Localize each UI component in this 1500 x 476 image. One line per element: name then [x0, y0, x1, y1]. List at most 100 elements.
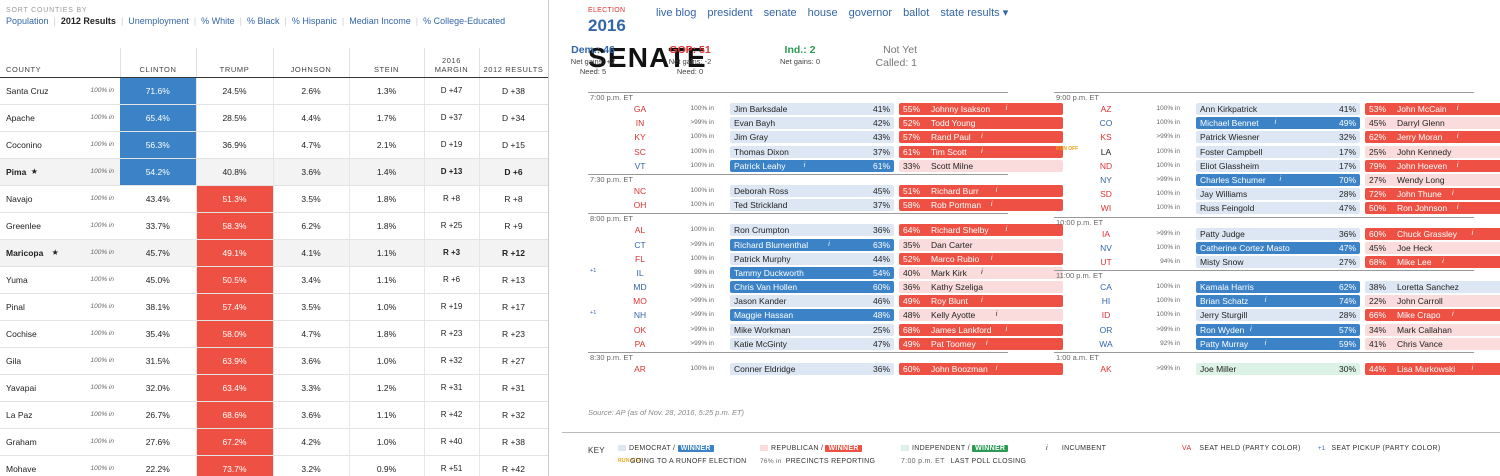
race-row[interactable]: WA 92% in Patty Murray i 59% Chris Vance 41% [1054, 337, 1500, 351]
col-header-2012-results[interactable]: 2012 RESULTS [479, 48, 548, 78]
sort-option[interactable]: % College-Educated [423, 16, 506, 26]
candidate-box[interactable]: Chris Vance 41% [1365, 337, 1500, 350]
candidate-box[interactable]: Darryl Glenn 45% [1365, 117, 1500, 130]
state-abbr[interactable]: IN [635, 118, 645, 129]
candidate-box[interactable]: Pat Toomey i 49% [899, 337, 1063, 350]
candidate-box[interactable]: Mike Workman 25% [730, 323, 894, 336]
race-row[interactable]: GA 100% in Jim Barksdale 41% Johnny Isakson i… [588, 102, 1063, 116]
candidate-box[interactable]: Rob Portman i 58% [899, 199, 1063, 212]
state-abbr[interactable]: AK [1100, 364, 1112, 374]
race-row[interactable]: AR 100% in Conner Eldridge 36% John Boozman i… [588, 362, 1063, 376]
candidate-box[interactable]: Chris Van Hollen 60% [730, 281, 894, 294]
state-abbr[interactable]: KY [634, 132, 646, 143]
sort-option[interactable]: 2012 Results [60, 16, 116, 26]
candidate-box[interactable]: Marco Rubio i 52% [899, 252, 1063, 265]
candidate-box[interactable]: Ann Kirkpatrick 41% [1196, 103, 1360, 115]
race-row[interactable]: KS >99% in Patrick Wiesner 32% Jerry Moran i 6… [1054, 130, 1500, 144]
sort-option[interactable]: % White [201, 16, 235, 26]
state-abbr[interactable]: AZ [1100, 104, 1112, 114]
candidate-box[interactable]: Foster Campbell 17% [1196, 145, 1360, 158]
state-abbr[interactable]: IA [1101, 228, 1111, 239]
table-row[interactable]: Gila 100% in 31.5% 63.9% 3.6% 1.0% R +32 R +27 [0, 347, 548, 375]
state-abbr[interactable]: AR [634, 364, 646, 374]
state-abbr[interactable]: SD [1100, 189, 1112, 200]
table-row[interactable]: Pinal 100% in 38.1% 57.4% 3.5% 1.0% R +19 R +17 [0, 293, 548, 321]
candidate-box[interactable]: Joe Miller 30% [1196, 363, 1360, 375]
col-header-trump[interactable]: TRUMP [196, 48, 274, 78]
race-row[interactable]: IN >99% in Evan Bayh 42% Todd Young 52% [588, 116, 1063, 130]
table-row[interactable]: Santa Cruz 100% in 71.6% 24.5% 2.6% 1.3% D +47… [0, 77, 548, 105]
state-abbr[interactable]: OR [1099, 324, 1113, 335]
candidate-box[interactable]: Patrick Leahy i 61% [730, 159, 894, 172]
candidate-box[interactable]: Catherine Cortez Masto 47% [1196, 241, 1360, 254]
table-row[interactable]: Apache 100% in 65.4% 28.5% 4.4% 1.7% D +37 D +3… [0, 104, 548, 132]
candidate-box[interactable]: Mike Lee i 68% [1365, 255, 1500, 268]
table-row[interactable]: Navajo 100% in 43.4% 51.3% 3.5% 1.8% R +8 R +8 [0, 185, 548, 213]
state-abbr[interactable]: MD [633, 282, 647, 293]
race-row[interactable]: AK >99% in Joe Miller 30% Lisa Murkowski i 44% [1054, 362, 1500, 376]
race-row[interactable]: CT >99% in Richard Blumenthal i 63% Dan Carte… [588, 238, 1063, 252]
nav-link[interactable]: senate [763, 7, 797, 19]
col-header-county[interactable]: COUNTY [0, 48, 121, 78]
state-abbr[interactable]: CO [1099, 118, 1113, 129]
table-row[interactable]: La Paz 100% in 26.7% 68.6% 3.6% 1.1% R +42 R +3… [0, 401, 548, 429]
state-abbr[interactable]: FL [635, 253, 645, 264]
candidate-box[interactable]: James Lankford i 68% [899, 323, 1063, 336]
table-row[interactable]: Maricopa ★ 100% in 45.7% 49.1% 4.1% 1.1% R +3 R … [0, 239, 548, 267]
candidate-box[interactable]: John Kennedy 25% [1365, 145, 1500, 158]
state-abbr[interactable]: CA [1100, 282, 1112, 293]
candidate-box[interactable]: Todd Young 52% [899, 117, 1063, 130]
candidate-box[interactable]: Conner Eldridge 36% [730, 363, 894, 375]
candidate-box[interactable]: Ron Wyden i 57% [1196, 323, 1360, 336]
candidate-box[interactable]: Chuck Grassley i 60% [1365, 227, 1500, 240]
race-row[interactable]: KY 100% in Jim Gray 43% Rand Paul i 57% [588, 130, 1063, 144]
candidate-box[interactable]: Jason Kander 46% [730, 295, 894, 308]
table-row[interactable]: Mohave 100% in 22.2% 73.7% 3.2% 0.9% R +51 R +4… [0, 455, 548, 476]
nav-link[interactable]: house [807, 7, 838, 19]
race-row[interactable]: WI 100% in Russ Feingold 47% Ron Johnson i 50% [1054, 201, 1500, 215]
nav-link[interactable]: ballot [903, 7, 930, 19]
candidate-box[interactable]: Brian Schatz i 74% [1196, 295, 1360, 308]
candidate-box[interactable]: Jay Williams 28% [1196, 188, 1360, 201]
state-abbr[interactable]: OK [633, 324, 647, 335]
candidate-box[interactable]: Johnny Isakson i 55% [899, 103, 1063, 115]
sort-option[interactable]: Unemployment [128, 16, 189, 26]
race-row[interactable]: ID 100% in Jerry Sturgill 28% Mike Crapo i 66% [1054, 308, 1500, 322]
candidate-box[interactable]: Deborah Ross 45% [730, 184, 894, 197]
candidate-box[interactable]: Rand Paul i 57% [899, 131, 1063, 144]
state-abbr[interactable]: WA [1099, 338, 1113, 349]
state-abbr[interactable]: LA [1100, 146, 1112, 157]
race-row[interactable]: SC 100% in Thomas Dixon 37% Tim Scott i 61% [588, 145, 1063, 159]
table-row[interactable]: Coconino 100% in 56.3% 36.9% 4.7% 2.1% D +19 D … [0, 131, 548, 159]
candidate-box[interactable]: John Boozman i 60% [899, 363, 1063, 375]
candidate-box[interactable]: Scott Milne 33% [899, 159, 1063, 172]
table-row[interactable]: Cochise 100% in 35.4% 58.0% 4.7% 1.8% R +23 R +… [0, 320, 548, 348]
candidate-box[interactable]: Jim Barksdale 41% [730, 103, 894, 115]
candidate-box[interactable]: Jim Gray 43% [730, 131, 894, 144]
candidate-box[interactable]: Kamala Harris 62% [1196, 281, 1360, 294]
state-abbr[interactable]: ND [1099, 160, 1113, 171]
candidate-box[interactable]: Charles Schumer i 70% [1196, 173, 1360, 186]
col-header-clinton[interactable]: CLINTON [120, 48, 197, 78]
race-row[interactable]: IA >99% in Patty Judge 36% Chuck Grassley i 60… [1054, 227, 1500, 241]
candidate-box[interactable]: Ron Johnson i 50% [1365, 202, 1500, 215]
race-row[interactable]: CO 100% in Michael Bennet i 49% Darryl Glenn 4… [1054, 116, 1500, 130]
state-abbr[interactable]: GA [633, 104, 647, 114]
nav-link[interactable]: state results ▾ [940, 7, 1009, 19]
nav-link[interactable]: live blog [656, 7, 697, 19]
race-row[interactable]: OK >99% in Mike Workman 25% James Lankford i 6… [588, 323, 1063, 337]
race-row[interactable]: SD 100% in Jay Williams 28% John Thune i 72% [1054, 187, 1500, 201]
table-row[interactable]: Yavapai 100% in 32.0% 63.4% 3.3% 1.2% R +31 R +… [0, 374, 548, 402]
candidate-box[interactable]: Tammy Duckworth 54% [730, 266, 894, 279]
col-header-stein[interactable]: STEIN [349, 48, 425, 78]
race-row[interactable]: OH 100% in Ted Strickland 37% Rob Portman i 58… [588, 198, 1063, 212]
state-abbr[interactable]: CT [634, 239, 646, 250]
candidate-box[interactable]: Richard Blumenthal i 63% [730, 238, 894, 251]
state-abbr[interactable]: NY [1100, 174, 1112, 185]
candidate-box[interactable]: Tim Scott i 61% [899, 145, 1063, 158]
candidate-box[interactable]: Patty Murray i 59% [1196, 337, 1360, 350]
race-row[interactable]: VT 100% in Patrick Leahy i 61% Scott Milne 33% [588, 159, 1063, 173]
candidate-box[interactable]: Mark Callahan 34% [1365, 323, 1500, 336]
state-abbr[interactable]: NC [633, 185, 647, 196]
state-abbr[interactable]: WI [1100, 203, 1112, 214]
